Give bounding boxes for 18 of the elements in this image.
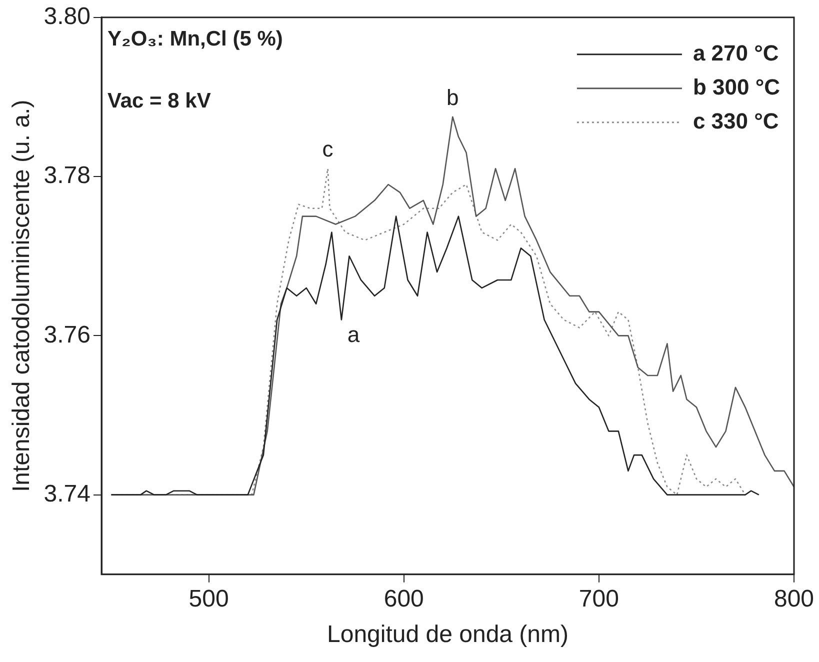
legend-label: c 330 °C xyxy=(692,108,779,134)
x-tick-label: 500 xyxy=(188,585,229,612)
annotation: c xyxy=(322,136,334,162)
annotation: b xyxy=(446,84,459,110)
x-tick-label: 600 xyxy=(384,585,424,612)
y-tick-label: 3.80 xyxy=(44,3,91,30)
x-tick-label: 800 xyxy=(774,585,814,612)
y-tick-label: 3.76 xyxy=(44,321,91,348)
annotation: Y₂O₃: Mn,Cl (5 %) xyxy=(108,27,283,50)
x-tick-label: 700 xyxy=(578,585,619,612)
annotation: Vac = 8 kV xyxy=(108,89,211,112)
y-axis-title: Intensidad catodoluminiscente (u. a.) xyxy=(8,100,36,492)
y-tick-label: 3.74 xyxy=(44,480,91,508)
x-axis-title: Longitud de onda (nm) xyxy=(327,621,569,648)
annotation: a xyxy=(347,322,360,347)
legend-label: a 270 °C xyxy=(692,40,779,66)
legend-label: b 300 °C xyxy=(692,74,780,100)
y-tick-label: 3.78 xyxy=(44,162,91,190)
